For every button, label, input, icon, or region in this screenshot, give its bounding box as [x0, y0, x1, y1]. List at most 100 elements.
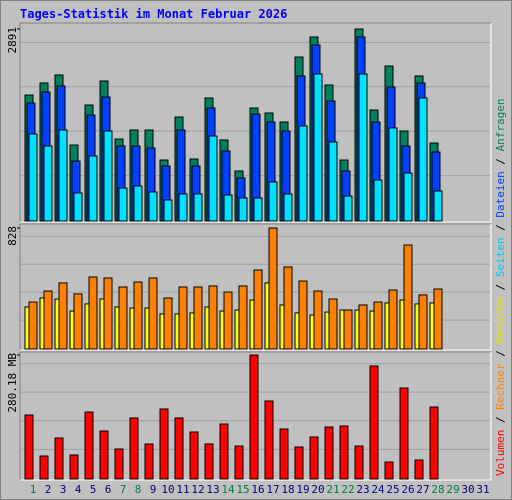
bar — [388, 289, 398, 350]
bar — [114, 448, 124, 480]
x-tick-label: 25 — [386, 483, 399, 496]
bar — [328, 141, 338, 222]
x-tick-label: 8 — [135, 483, 142, 496]
legend-entry: Besuche — [494, 297, 507, 343]
bar — [58, 282, 68, 350]
bar — [84, 411, 94, 480]
bar — [148, 191, 158, 222]
bar — [159, 408, 169, 480]
bar — [253, 269, 263, 350]
bar — [73, 293, 83, 350]
x-tick-label: 1 — [30, 483, 37, 496]
x-tick-label: 27 — [416, 483, 429, 496]
bar — [418, 97, 428, 222]
bar — [414, 459, 424, 480]
bar — [223, 291, 233, 350]
legend: Volumen / Rechner / Besuche / Seiten / D… — [494, 98, 507, 476]
bar — [99, 430, 109, 480]
bar — [73, 192, 83, 222]
chart-title: Tages-Statistik im Monat Februar 2026 — [20, 7, 287, 21]
bar — [268, 227, 278, 350]
bar — [24, 414, 34, 480]
x-tick-label: 17 — [266, 483, 279, 496]
bar — [163, 199, 173, 222]
bar — [384, 461, 394, 480]
bar — [343, 195, 353, 222]
bar — [283, 266, 293, 350]
x-tick-label: 20 — [311, 483, 324, 496]
bar — [174, 417, 184, 480]
bar — [88, 276, 98, 350]
x-tick-label: 9 — [150, 483, 157, 496]
legend-entry: Dateien — [494, 171, 507, 217]
y-tick-label: 2891 — [6, 27, 19, 54]
legend-separator: / — [494, 344, 507, 364]
bar — [298, 125, 308, 222]
bar — [388, 127, 398, 222]
bar — [373, 301, 383, 350]
bar — [309, 436, 319, 480]
x-tick-label: 28 — [431, 483, 444, 496]
bar — [373, 179, 383, 222]
x-tick-label: 21 — [326, 483, 339, 496]
legend-entry: Rechner — [494, 363, 507, 410]
bar — [418, 294, 428, 350]
bar — [54, 437, 64, 480]
bar — [58, 129, 68, 222]
bar — [279, 428, 289, 480]
x-tick-label: 23 — [356, 483, 369, 496]
bar — [103, 277, 113, 350]
bar — [144, 443, 154, 480]
bar — [343, 309, 353, 350]
x-tick-label: 4 — [75, 483, 82, 496]
bar — [118, 187, 128, 222]
bar — [88, 155, 98, 222]
legend-separator: / — [494, 151, 507, 171]
bar — [283, 193, 293, 222]
x-tick-label: 24 — [371, 483, 385, 496]
legend-entry: Anfragen — [494, 98, 507, 151]
bar — [43, 145, 53, 222]
bar — [298, 280, 308, 350]
bar — [129, 417, 139, 480]
bar — [208, 285, 218, 350]
legend-separator: / — [494, 218, 507, 238]
legend-entry: Volumen — [494, 430, 507, 476]
bar — [313, 290, 323, 350]
bar — [369, 365, 379, 480]
bar — [219, 423, 229, 480]
bar — [223, 194, 233, 222]
x-tick-label: 14 — [221, 483, 235, 496]
bar — [238, 285, 248, 350]
bar — [118, 286, 128, 350]
bar — [264, 400, 274, 480]
x-tick-label: 15 — [236, 483, 249, 496]
x-tick-label: 7 — [120, 483, 127, 496]
bar — [294, 446, 304, 480]
bar — [103, 130, 113, 222]
bar — [163, 297, 173, 350]
bar — [313, 73, 323, 222]
bar — [189, 431, 199, 480]
bar — [28, 133, 38, 222]
x-tick-label: 18 — [281, 483, 294, 496]
bar — [148, 277, 158, 350]
bar — [69, 454, 79, 480]
x-tick-label: 3 — [60, 483, 67, 496]
legend-separator: / — [494, 277, 507, 297]
bar — [39, 455, 49, 480]
bar — [178, 193, 188, 222]
bar — [249, 354, 259, 480]
bar — [238, 197, 248, 222]
x-tick-label: 12 — [191, 483, 204, 496]
bar — [133, 185, 143, 222]
bar — [354, 445, 364, 480]
bar — [339, 425, 349, 480]
bar — [28, 301, 38, 350]
legend-separator: / — [494, 410, 507, 430]
bar — [178, 286, 188, 350]
x-tick-label: 2 — [45, 483, 52, 496]
bar — [193, 286, 203, 350]
x-tick-label: 6 — [105, 483, 112, 496]
